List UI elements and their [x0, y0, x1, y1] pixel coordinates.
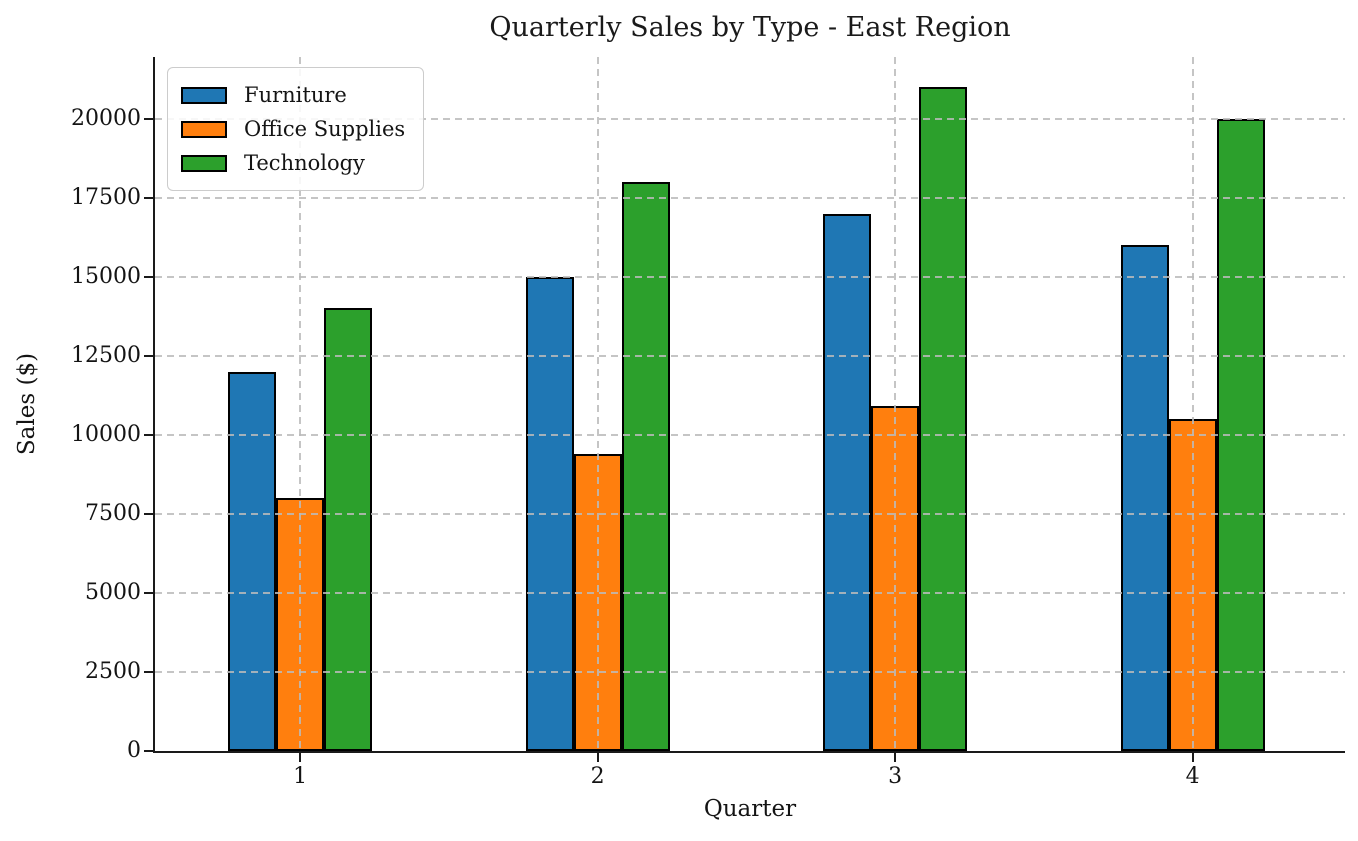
legend-item-office-supplies: Office Supplies	[181, 112, 405, 146]
y-tick-label-10000: 10000	[71, 421, 141, 447]
y-tick-label-0: 0	[127, 738, 141, 763]
gridline-y-17500	[155, 196, 1345, 199]
y-tick-label-12500: 12500	[71, 342, 141, 368]
x-tick-mark-3	[894, 753, 897, 762]
bar-technology-q2	[621, 182, 670, 751]
y-tick-label-20000: 20000	[71, 105, 141, 131]
bar-office-supplies-q2	[573, 454, 622, 751]
y-tick-mark-5000	[144, 591, 153, 594]
y-tick-label-15000: 15000	[71, 263, 141, 289]
y-axis-spine	[153, 57, 155, 753]
bar-office-supplies-q4	[1168, 419, 1217, 751]
x-tick-mark-2	[596, 753, 599, 762]
bar-furniture-q2	[525, 277, 574, 751]
y-tick-mark-12500	[144, 354, 153, 357]
bar-technology-q3	[919, 87, 968, 751]
y-tick-label-2500: 2500	[85, 658, 141, 684]
legend-item-furniture: Furniture	[181, 78, 405, 112]
x-tick-label-3: 3	[888, 764, 903, 789]
bar-technology-q1	[324, 308, 373, 751]
legend-item-technology: Technology	[181, 146, 405, 180]
bar-office-supplies-q1	[276, 498, 325, 751]
y-tick-label-17500: 17500	[71, 184, 141, 210]
plot-area	[155, 57, 1345, 751]
y-tick-mark-20000	[144, 117, 153, 120]
x-tick-mark-4	[1191, 753, 1194, 762]
x-axis-spine	[153, 751, 1345, 753]
y-tick-mark-2500	[144, 670, 153, 673]
legend: Furniture Office Supplies Technology	[167, 67, 425, 191]
chart-title: Quarterly Sales by Type - East Region	[489, 12, 1011, 43]
x-tick-label-2: 2	[590, 764, 605, 789]
legend-swatch-icon	[181, 120, 227, 138]
y-tick-mark-15000	[144, 275, 153, 278]
y-tick-label-5000: 5000	[85, 579, 141, 605]
bar-office-supplies-q3	[871, 406, 920, 751]
legend-swatch-icon	[181, 86, 227, 104]
x-tick-label-4: 4	[1185, 764, 1200, 789]
y-tick-mark-7500	[144, 512, 153, 515]
legend-swatch-icon	[181, 154, 227, 172]
bar-technology-q4	[1216, 119, 1265, 751]
x-tick-label-1: 1	[293, 764, 308, 789]
x-tick-mark-1	[299, 753, 302, 762]
bar-furniture-q1	[228, 372, 277, 751]
y-tick-mark-0	[144, 750, 153, 752]
y-tick-mark-17500	[144, 196, 153, 199]
y-tick-label-7500: 7500	[85, 500, 141, 526]
bar-furniture-q3	[823, 214, 872, 751]
x-axis-label: Quarter	[703, 796, 797, 822]
legend-label: Office Supplies	[244, 117, 406, 141]
y-tick-mark-10000	[144, 433, 153, 436]
bar-furniture-q4	[1120, 245, 1169, 751]
legend-label: Technology	[244, 151, 365, 175]
legend-label: Furniture	[244, 83, 347, 107]
